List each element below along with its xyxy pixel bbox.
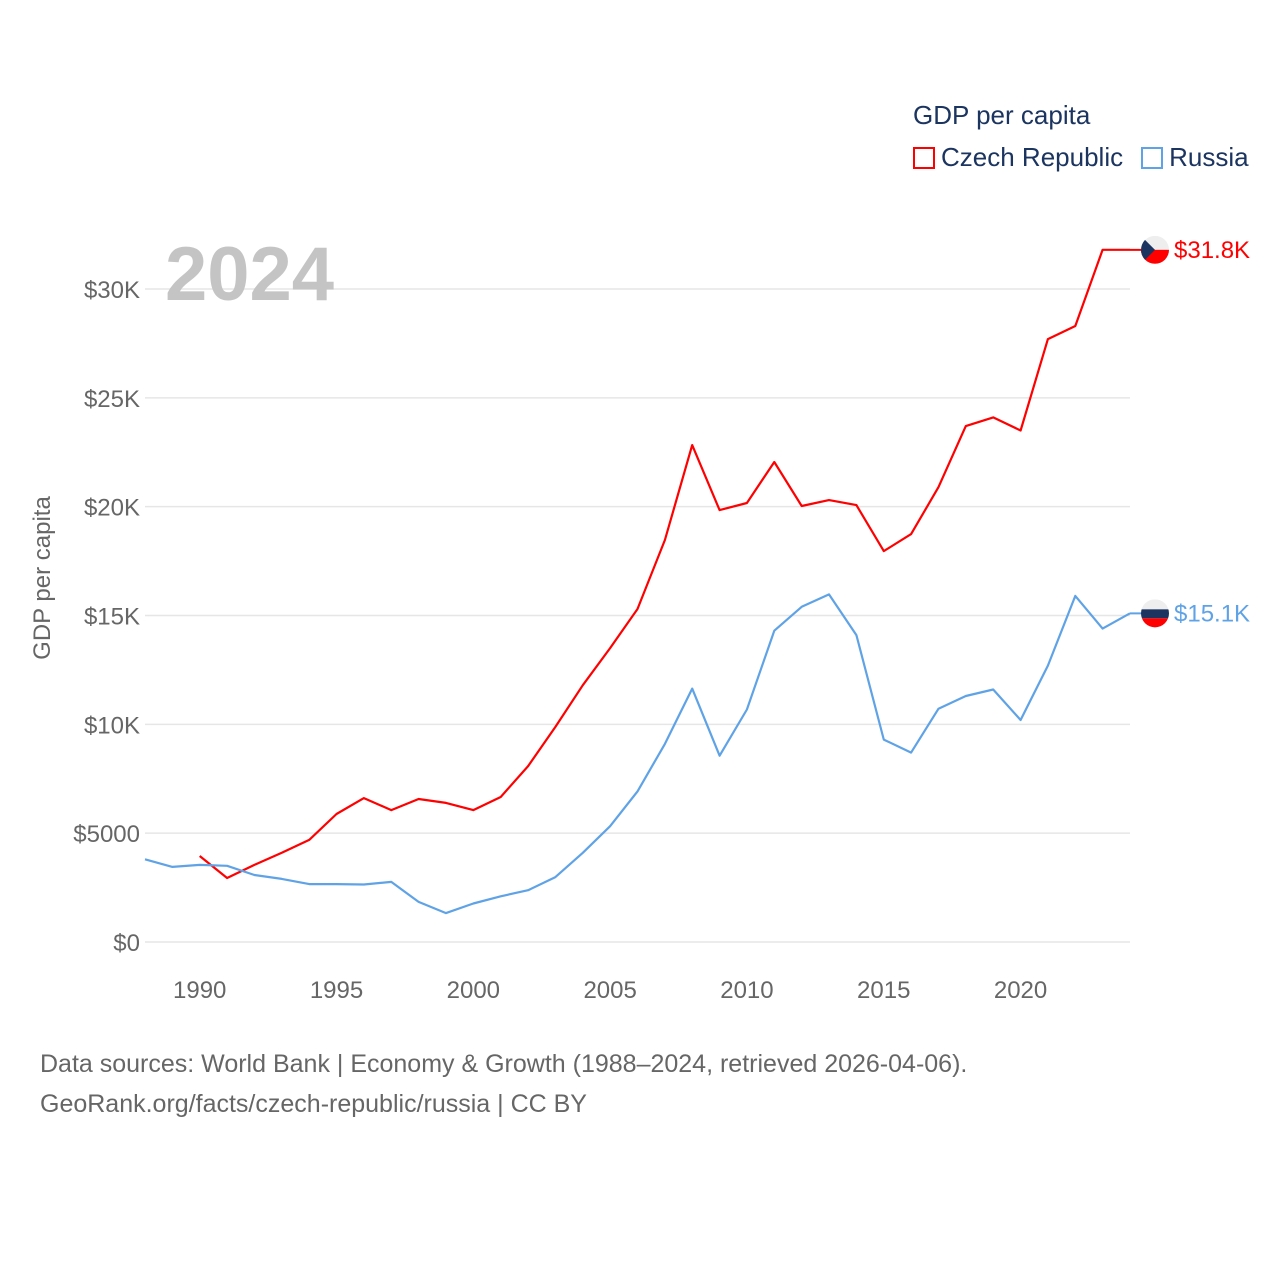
czech-flag-icon — [1141, 235, 1169, 264]
x-tick-label: 2000 — [447, 977, 500, 1004]
x-tick-label: 1990 — [173, 977, 226, 1004]
x-tick-label: 2005 — [583, 977, 636, 1004]
legend-swatch — [913, 146, 935, 169]
y-axis-label: GDP per capita — [29, 496, 56, 660]
russia-flag-icon — [1141, 599, 1169, 628]
x-tick-label: 2010 — [720, 977, 773, 1004]
attribution-link[interactable]: GeoRank.org/facts/czech-republic/russia … — [40, 1090, 587, 1118]
y-tick-label: $20K — [84, 495, 140, 522]
legend-label: Russia — [1169, 142, 1249, 172]
legend-swatch — [1141, 146, 1164, 169]
footer: Data sources: World Bank | Economy & Gro… — [40, 1044, 967, 1124]
end-value-label: $15.1K — [1174, 600, 1250, 627]
year-watermark: 2024 — [165, 232, 334, 317]
data-source-text: Data sources: World Bank | Economy & Gro… — [40, 1050, 968, 1078]
y-tick-label: $5000 — [73, 821, 140, 848]
series-line-czech-republic[interactable] — [199, 248, 1130, 880]
x-tick-label: 1995 — [310, 977, 363, 1004]
y-tick-label: $10K — [84, 712, 140, 739]
legend-label: Czech Republic — [941, 142, 1124, 172]
end-value-label: $31.8K — [1174, 237, 1250, 264]
x-tick-label: 2015 — [857, 977, 910, 1004]
legend: Czech Republic Russia — [913, 142, 1249, 173]
legend-title: GDP per capita — [913, 100, 1091, 130]
x-tick-label: 2020 — [994, 977, 1047, 1004]
legend-item-czech-republic[interactable]: Czech Republic — [913, 142, 1123, 173]
series-line-russia[interactable] — [144, 593, 1131, 915]
y-tick-label: $30K — [84, 277, 140, 304]
y-tick-label: $25K — [84, 386, 140, 413]
y-tick-label: $0 — [113, 930, 140, 957]
legend-item-russia[interactable]: Russia — [1141, 142, 1249, 173]
y-tick-label: $15K — [84, 604, 140, 631]
